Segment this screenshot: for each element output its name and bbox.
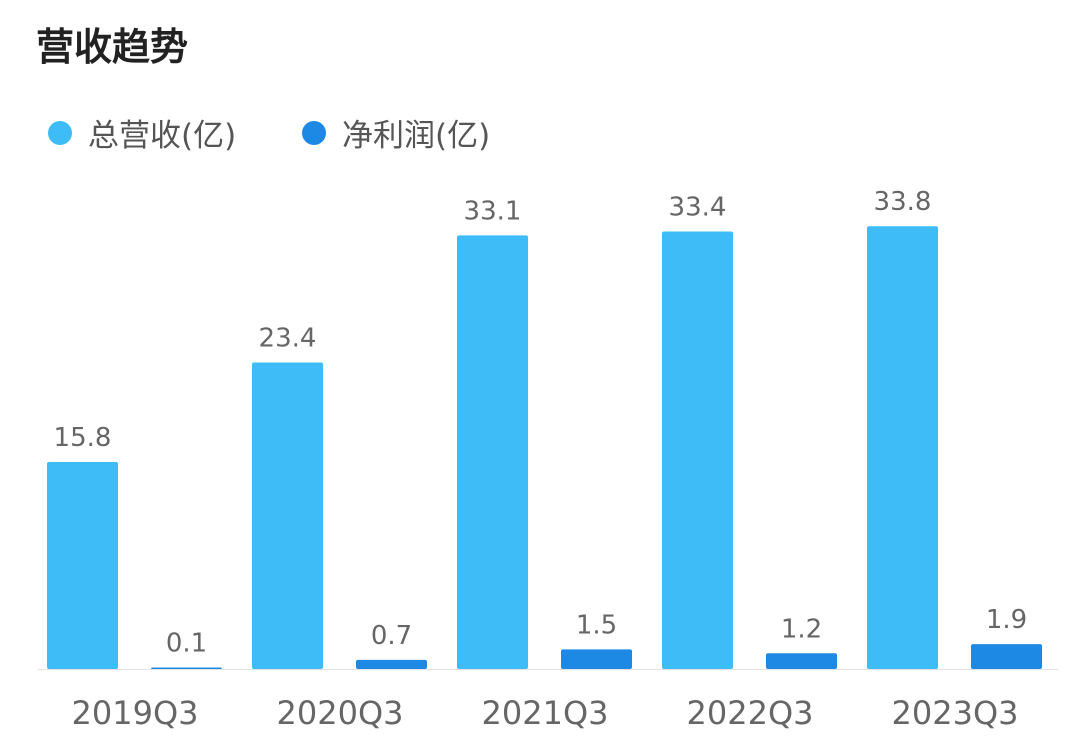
x-tick-label: 2023Q3: [892, 694, 1019, 732]
data-label: 33.1: [464, 196, 522, 226]
bar-revenue[interactable]: [252, 362, 323, 669]
x-tick-label: 2020Q3: [277, 694, 404, 732]
data-label: 0.1: [166, 629, 207, 659]
data-label: 1.2: [781, 614, 822, 644]
data-label: 0.7: [371, 621, 412, 651]
legend-dot-icon: [302, 120, 326, 145]
data-label: 33.8: [874, 187, 932, 217]
data-label: 33.4: [669, 192, 727, 222]
chart-title: 营收趋势: [36, 25, 189, 69]
bar-profit[interactable]: [971, 644, 1042, 669]
bar-revenue[interactable]: [662, 231, 733, 669]
bar-revenue[interactable]: [47, 462, 118, 669]
bar-revenue[interactable]: [457, 235, 528, 669]
bar-profit[interactable]: [766, 653, 837, 669]
data-label: 1.9: [986, 605, 1027, 635]
bar-profit[interactable]: [561, 649, 632, 669]
bar-profit[interactable]: [151, 667, 222, 670]
legend-item-profit[interactable]: 净利润(亿): [302, 110, 490, 155]
x-tick-label: 2022Q3: [687, 694, 814, 732]
data-label: 23.4: [259, 323, 317, 353]
legend-item-revenue[interactable]: 总营收(亿): [48, 110, 236, 155]
bar-profit[interactable]: [356, 659, 427, 669]
x-tick-label: 2019Q3: [72, 694, 199, 732]
legend-label: 净利润(亿): [342, 118, 491, 154]
legend-dot-icon: [48, 120, 72, 145]
data-label: 15.8: [54, 423, 112, 453]
x-tick-label: 2021Q3: [482, 694, 609, 732]
data-label: 1.5: [576, 610, 617, 640]
bar-revenue[interactable]: [867, 226, 938, 669]
legend-label: 总营收(亿): [88, 118, 237, 154]
